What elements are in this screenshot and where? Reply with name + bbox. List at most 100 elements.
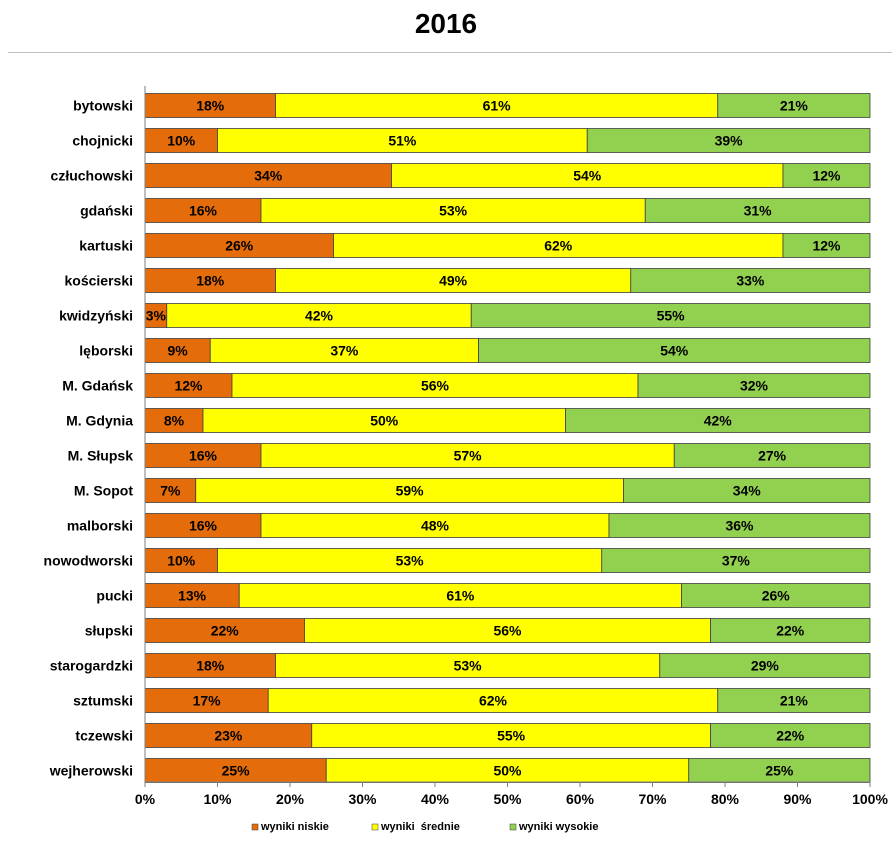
bar-segment <box>608 513 871 538</box>
data-label: 48% <box>421 518 450 534</box>
category-label: człuchowski <box>51 168 133 184</box>
data-label: 26% <box>762 588 791 604</box>
chart-title: 2016 <box>414 8 478 39</box>
data-label: 3% <box>146 308 167 324</box>
legend-label: wyniki wysokie <box>518 821 598 833</box>
data-label: 18% <box>196 658 225 674</box>
data-label: 34% <box>733 483 762 499</box>
bar-segment <box>144 233 334 258</box>
data-label: 21% <box>780 98 809 114</box>
bar-segment <box>710 723 871 748</box>
category-label: słupski <box>85 623 133 639</box>
bar-segment <box>478 338 871 363</box>
category-label: starogardzki <box>50 658 133 674</box>
category-label: pucki <box>96 588 133 604</box>
bar-segment <box>144 268 276 293</box>
data-label: 22% <box>776 728 805 744</box>
data-label: 53% <box>454 658 483 674</box>
data-label: 26% <box>225 238 254 254</box>
legend-swatch <box>371 823 379 831</box>
data-label: 61% <box>446 588 475 604</box>
x-tick-label: 50% <box>493 791 522 807</box>
data-label: 36% <box>725 518 754 534</box>
bar-segment <box>644 198 871 223</box>
bar-segment <box>144 338 211 363</box>
category-label: lęborski <box>79 343 133 359</box>
x-tick-label: 80% <box>711 791 740 807</box>
legend-swatch <box>251 823 259 831</box>
bar-segment <box>217 548 603 573</box>
x-tick-label: 90% <box>783 791 812 807</box>
data-label: 62% <box>544 238 573 254</box>
x-tick-label: 100% <box>852 791 888 807</box>
title-divider <box>8 52 892 53</box>
category-label: wejherowski <box>49 763 133 779</box>
bar-segment <box>333 233 784 258</box>
data-label: 16% <box>189 518 218 534</box>
bar-segment <box>275 653 661 678</box>
data-label: 42% <box>704 413 733 429</box>
data-label: 7% <box>160 483 181 499</box>
bar-segment <box>231 373 639 398</box>
data-label: 37% <box>722 553 751 569</box>
bar-segment <box>260 198 646 223</box>
data-label: 21% <box>780 693 809 709</box>
bar-segment <box>391 163 784 188</box>
bar-segment <box>311 723 711 748</box>
data-label: 16% <box>189 448 218 464</box>
data-label: 59% <box>396 483 425 499</box>
legend-swatch <box>509 823 517 831</box>
bar-segment <box>260 443 675 468</box>
data-label: 17% <box>193 693 222 709</box>
bar-segment <box>144 618 305 643</box>
x-tick-label: 60% <box>566 791 595 807</box>
data-label: 56% <box>493 623 522 639</box>
category-label: nowodworski <box>44 553 133 569</box>
data-label: 37% <box>330 343 359 359</box>
bar-segment <box>144 93 276 118</box>
data-label: 42% <box>305 308 334 324</box>
data-label: 49% <box>439 273 468 289</box>
data-label: 55% <box>657 308 686 324</box>
data-label: 31% <box>744 203 773 219</box>
category-label: kwidzyński <box>59 308 133 324</box>
data-label: 54% <box>573 168 602 184</box>
bar-segment <box>144 688 269 713</box>
bar-segment <box>710 618 871 643</box>
data-label: 61% <box>483 98 512 114</box>
x-tick-label: 40% <box>421 791 450 807</box>
bar-segment <box>209 338 479 363</box>
bar-segment <box>144 723 313 748</box>
data-label: 9% <box>168 343 189 359</box>
data-label: 34% <box>254 168 283 184</box>
bar-segment <box>688 758 871 783</box>
data-label: 10% <box>167 553 196 569</box>
category-label: kościerski <box>65 273 134 289</box>
bar-segment <box>275 268 632 293</box>
category-label: sztumski <box>73 693 133 709</box>
bar-segment <box>144 163 392 188</box>
bar-segment <box>782 163 871 188</box>
x-tick-label: 70% <box>638 791 667 807</box>
category-label: M. Gdańsk <box>62 378 133 394</box>
bar-segment <box>782 233 871 258</box>
category-label: M. Sopot <box>74 483 133 499</box>
bar-segment <box>717 688 871 713</box>
bar-segment <box>325 758 690 783</box>
category-label: malborski <box>67 518 133 534</box>
category-label: M. Gdynia <box>66 413 133 429</box>
bar-segment <box>238 583 682 608</box>
data-label: 56% <box>421 378 450 394</box>
bar-segment <box>717 93 871 118</box>
data-label: 50% <box>370 413 399 429</box>
data-label: 8% <box>164 413 185 429</box>
data-label: 27% <box>758 448 787 464</box>
bar-segment <box>144 128 218 153</box>
bar-segment <box>586 128 871 153</box>
x-tick-label: 0% <box>135 791 156 807</box>
data-label: 33% <box>736 273 765 289</box>
data-label: 25% <box>222 763 251 779</box>
data-label: 12% <box>812 238 841 254</box>
bar-segment <box>217 128 588 153</box>
